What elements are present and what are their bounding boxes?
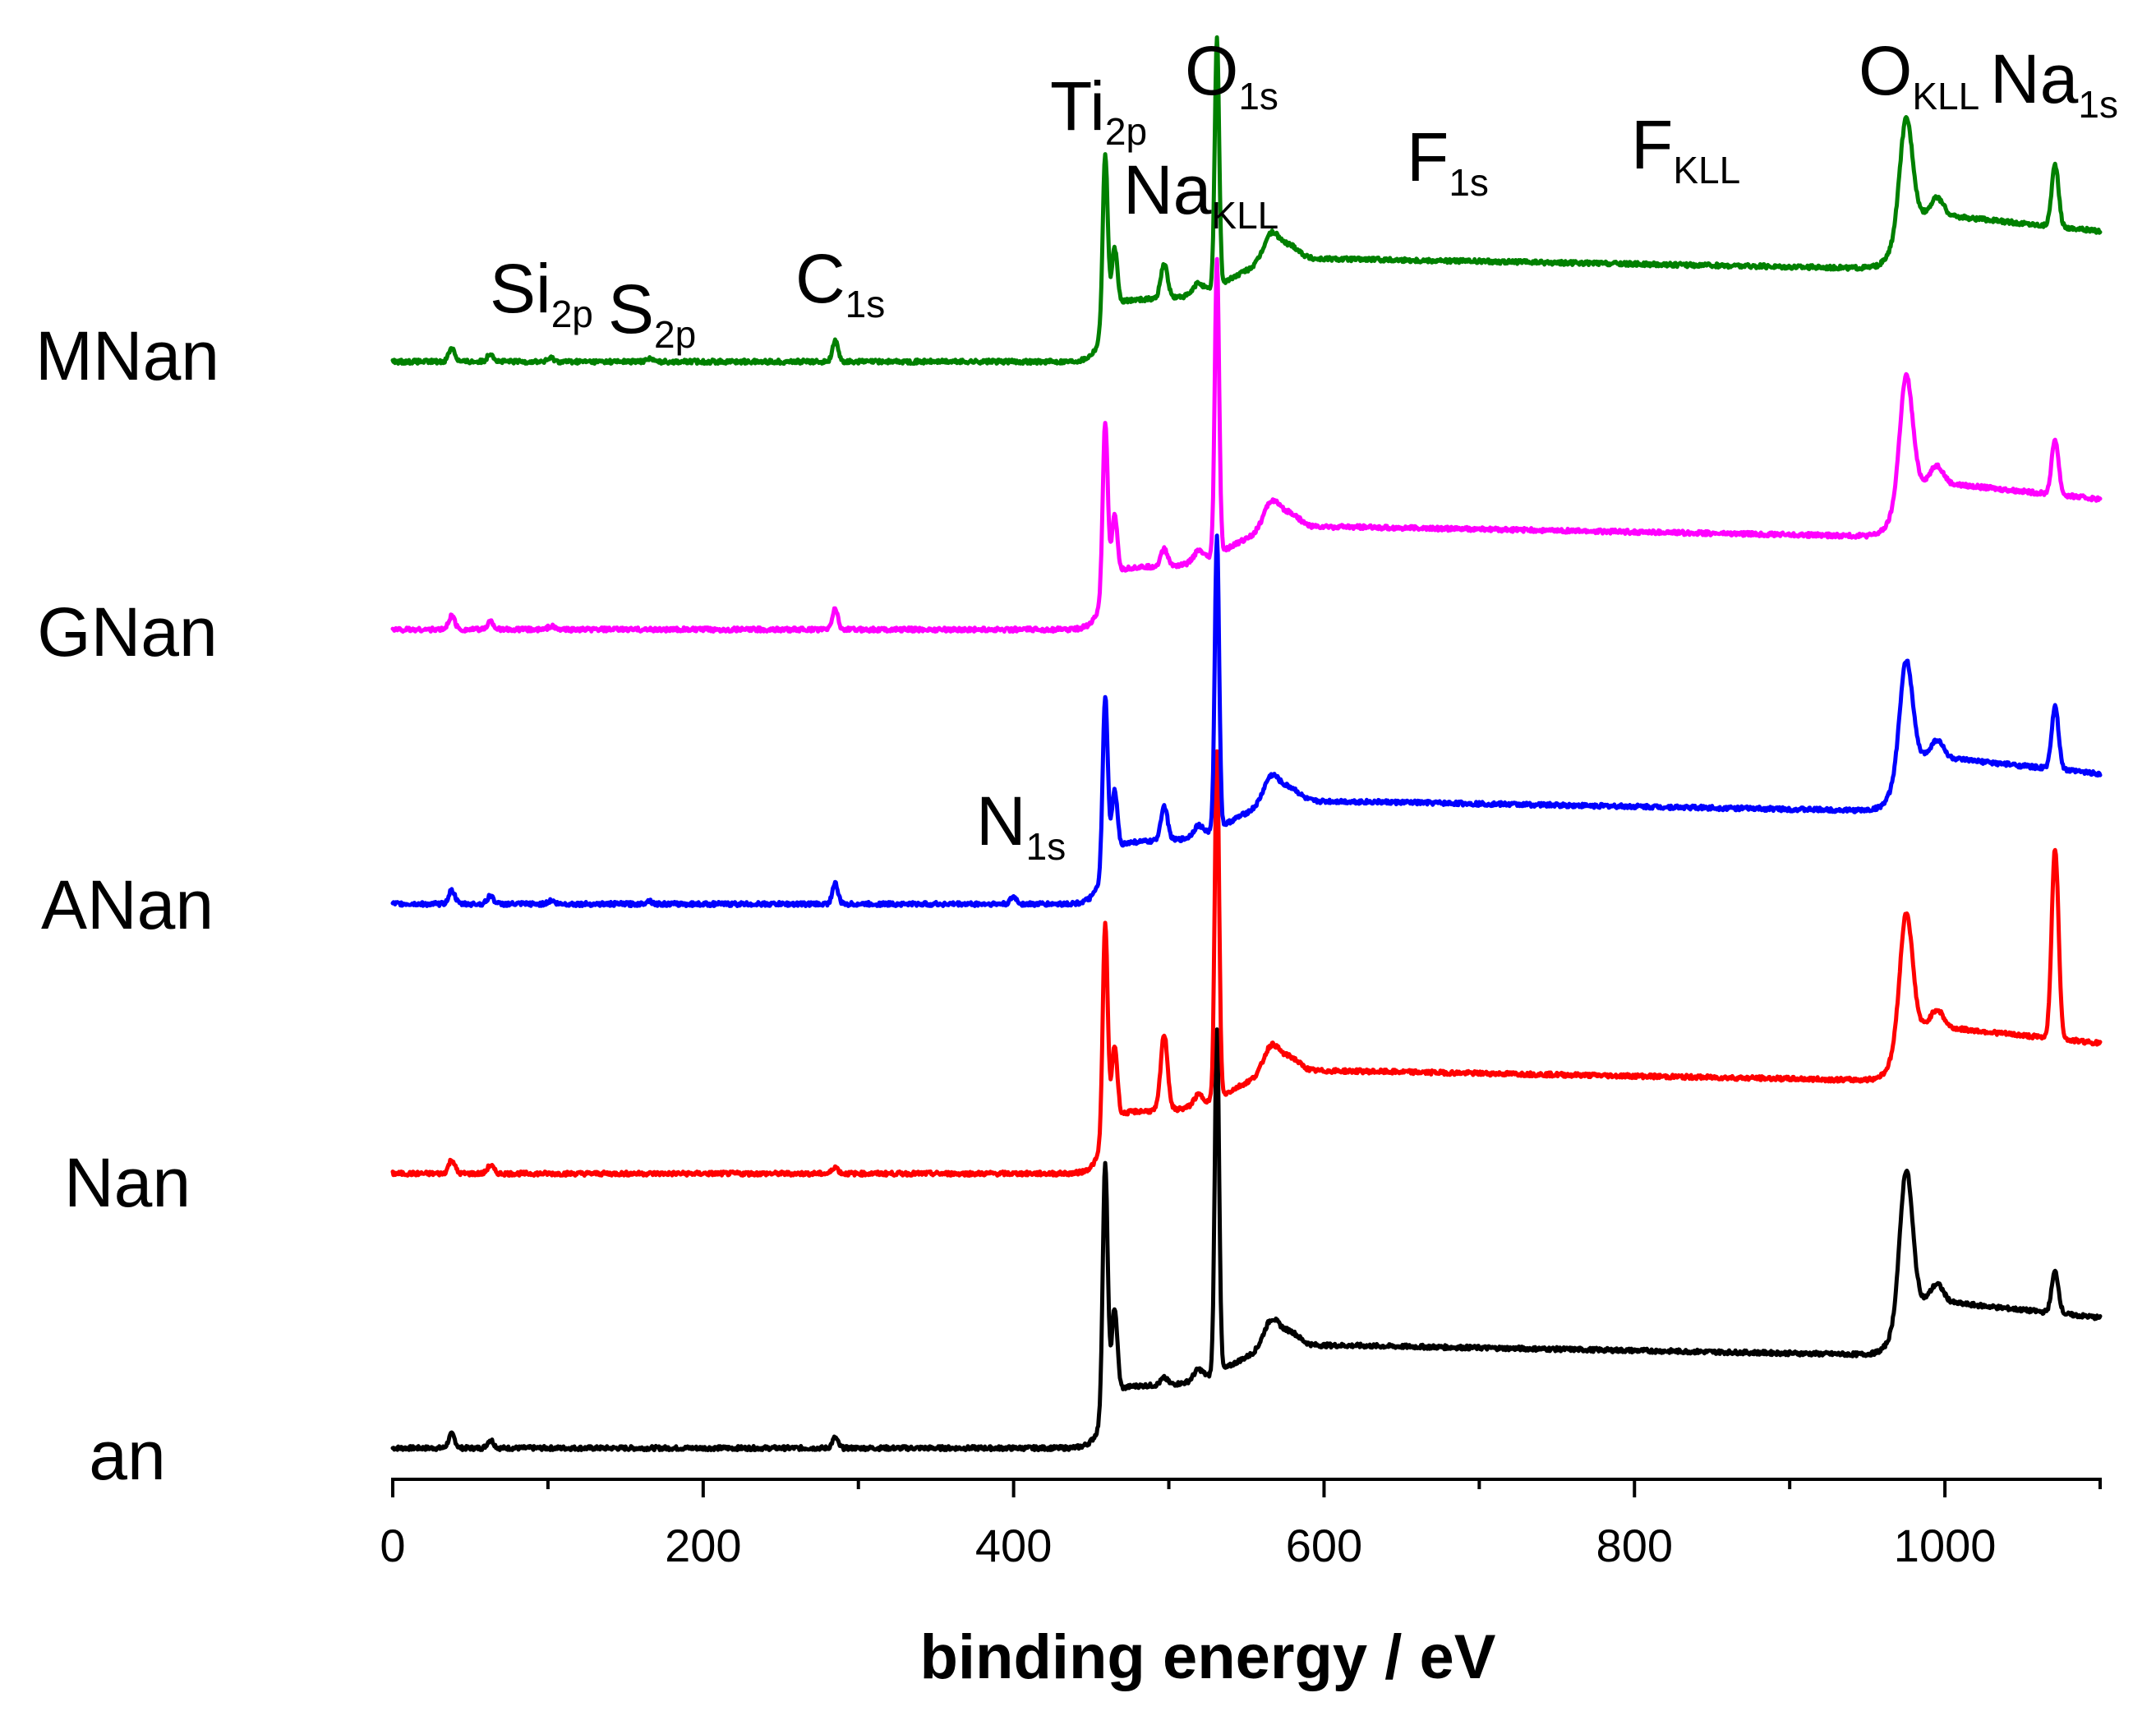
series-mnan: [390, 35, 2103, 366]
peak-label-n1s: N1s: [976, 782, 1066, 868]
x-tick-label: 600: [1286, 1520, 1362, 1571]
peak-label-o1s: O1s: [1185, 32, 1278, 118]
series-gnan: [390, 256, 2103, 634]
series-an: [390, 1027, 2103, 1452]
peak-label-c1s: C1s: [795, 240, 885, 325]
peak-label-s2p: S2p: [608, 270, 696, 356]
peak-label-okll: OKLL: [1859, 32, 1979, 118]
peak-label-nakll: NaKLL: [1123, 151, 1278, 237]
x-axis-title: binding energy / eV: [920, 1622, 1496, 1692]
sample-labels: an Nan ANan GNan MNan: [35, 317, 219, 1494]
series-nan: [390, 749, 2103, 1178]
sample-label-nan: Nan: [64, 1144, 191, 1221]
peak-label-f1s: F1s: [1407, 118, 1489, 204]
sample-label-an: an: [89, 1417, 165, 1494]
x-tick-label: 200: [665, 1520, 741, 1571]
peak-label-fkll: FKLL: [1631, 106, 1740, 191]
x-tick-label: 1000: [1894, 1520, 1997, 1571]
x-ticks: 0 200 400 600 800 1000: [380, 1479, 2102, 1571]
series-layer: [390, 35, 2103, 1452]
peak-label-ti2p: Ti2p: [1050, 67, 1147, 153]
sample-label-anan: ANan: [41, 866, 214, 943]
peak-label-na1s: Na1s: [1990, 40, 2118, 126]
sample-label-gnan: GNan: [37, 593, 217, 671]
x-tick-label: 400: [975, 1520, 1052, 1571]
sample-label-mnan: MNan: [35, 317, 219, 394]
x-tick-label: 0: [380, 1520, 405, 1571]
peak-label-si2p: Si2p: [490, 250, 593, 335]
series-anan: [390, 533, 2103, 908]
x-tick-label: 800: [1596, 1520, 1673, 1571]
